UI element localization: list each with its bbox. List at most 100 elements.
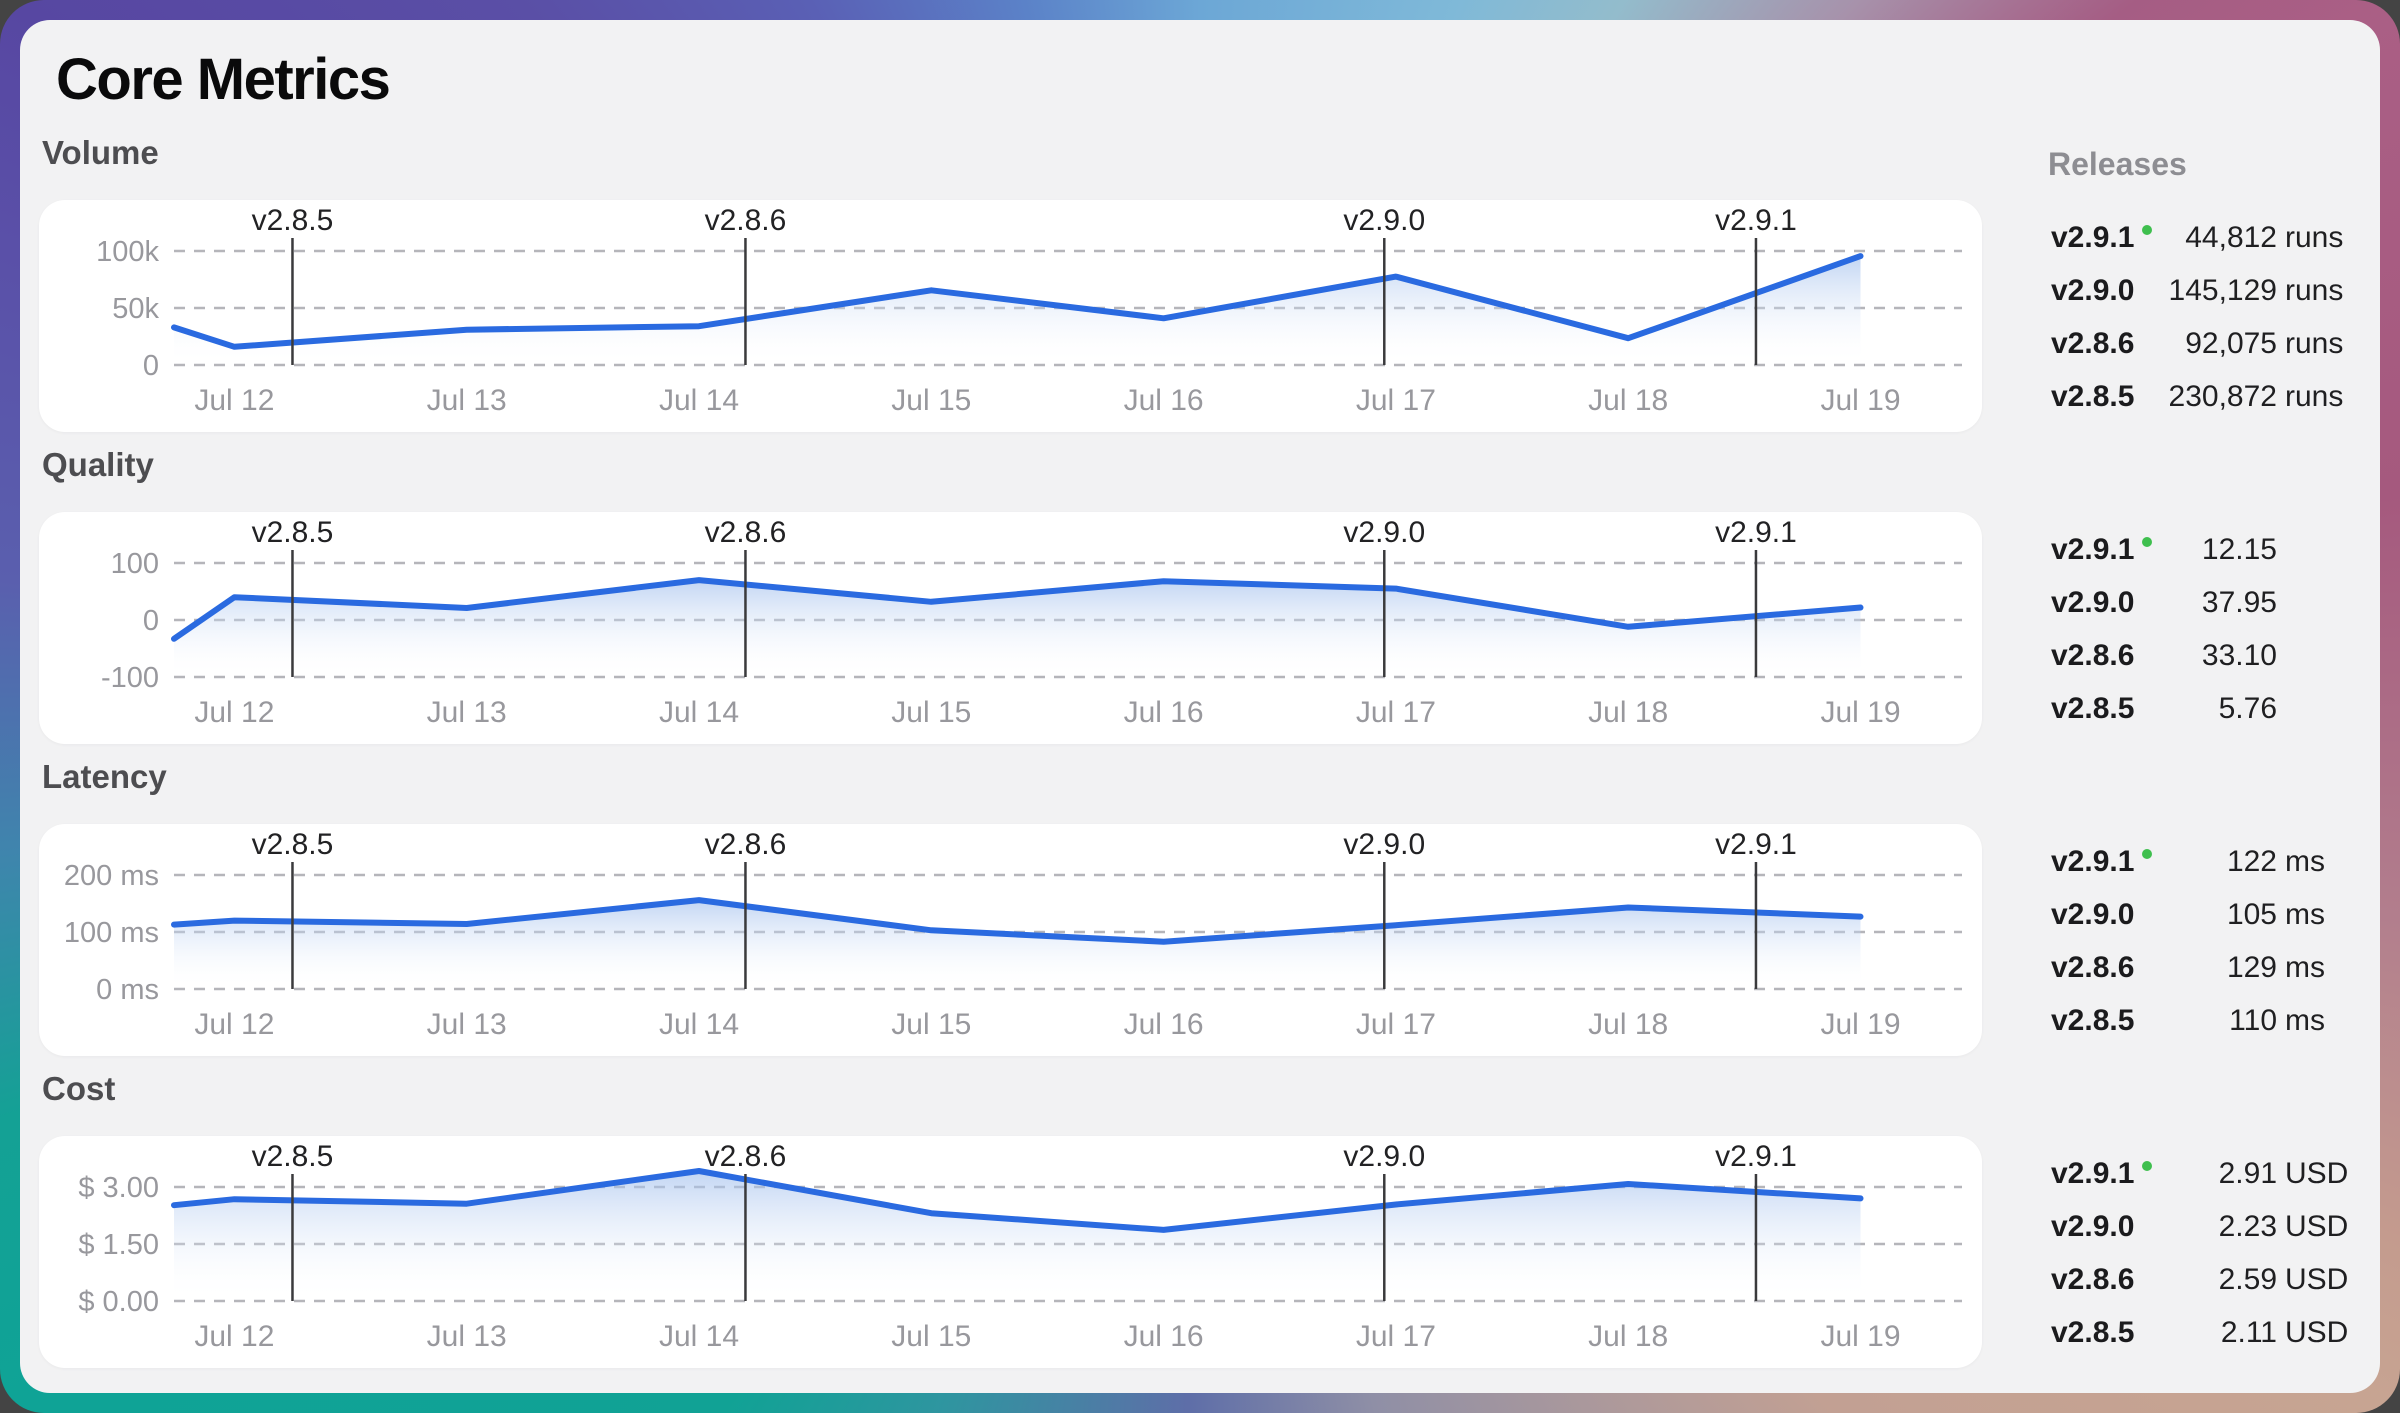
release-row[interactable]: v2.9.1 12.15 bbox=[2035, 533, 2380, 571]
release-version: v2.9.0 bbox=[2051, 898, 2135, 931]
release-value: 145,129 bbox=[2168, 274, 2277, 307]
latency-chart: 0 ms 100 ms 200 ms Jul 12 Jul 13 Jul 14 Jul 15… bbox=[64, 828, 1962, 1041]
release-value: 33.10 bbox=[2201, 639, 2277, 672]
release-value: 122 bbox=[2226, 845, 2277, 878]
release-row[interactable]: v2.8.6 92,075 runs bbox=[2035, 327, 2380, 365]
release-row[interactable]: v2.9.1 2.91 USD bbox=[2035, 1157, 2380, 1195]
release-value: 2.59 bbox=[2218, 1263, 2277, 1296]
release-row[interactable]: v2.9.0 2.23 USD bbox=[2035, 1210, 2380, 1248]
x-axis-tick-label: Jul 15 bbox=[891, 1008, 971, 1041]
release-row[interactable]: v2.8.6 33.10 bbox=[2035, 639, 2380, 677]
y-axis-tick-label: 0 ms bbox=[96, 974, 159, 1006]
quality-chart-card: -100 0 100 Jul 12 Jul 13 Jul 14 Jul 15 Jul 16 Ju… bbox=[39, 512, 1982, 744]
core-metrics-dashboard: Core Metrics Releases Volume 0 50k 100k Jul … bbox=[20, 20, 2380, 1393]
x-axis-tick-label: Jul 12 bbox=[194, 1008, 274, 1041]
release-row[interactable]: v2.9.0 145,129 runs bbox=[2035, 274, 2380, 312]
release-value: 37.95 bbox=[2201, 586, 2277, 619]
release-version: v2.8.6 bbox=[2051, 639, 2135, 672]
y-axis-tick-label: 100 ms bbox=[64, 917, 159, 949]
release-marker-label: v2.8.5 bbox=[252, 516, 334, 549]
release-value: 110 bbox=[2229, 1004, 2277, 1037]
x-axis-tick-label: Jul 13 bbox=[427, 384, 507, 417]
release-value-unit: runs bbox=[2285, 221, 2344, 254]
release-value-unit: runs bbox=[2285, 327, 2344, 360]
release-version: v2.9.1 bbox=[2051, 221, 2153, 255]
release-marker-label: v2.8.6 bbox=[705, 828, 787, 861]
release-row[interactable]: v2.8.5 2.11 USD bbox=[2035, 1316, 2380, 1354]
release-value: 129 bbox=[2226, 951, 2277, 984]
release-marker-label: v2.8.6 bbox=[705, 204, 787, 237]
release-value: 2.91 bbox=[2218, 1157, 2277, 1190]
release-version: v2.9.1 bbox=[2051, 1157, 2153, 1191]
series-area-fill bbox=[174, 1171, 1861, 1301]
release-row[interactable]: v2.8.6 2.59 USD bbox=[2035, 1263, 2380, 1301]
y-axis-tick-label: $ 1.50 bbox=[78, 1229, 159, 1261]
series-line bbox=[171, 253, 1864, 350]
release-value: 105 bbox=[2226, 898, 2277, 931]
x-axis-tick-label: Jul 14 bbox=[659, 384, 739, 417]
series-line bbox=[171, 1168, 1864, 1233]
y-axis-tick-label: $ 3.00 bbox=[78, 1172, 159, 1204]
release-value: 2.11 bbox=[2220, 1316, 2277, 1349]
volume-chart-card: 0 50k 100k Jul 12 Jul 13 Jul 14 Jul 15 Jul 16 Ju… bbox=[39, 200, 1982, 432]
release-value-unit: ms bbox=[2285, 951, 2325, 984]
release-row[interactable]: v2.9.0 37.95 bbox=[2035, 586, 2380, 624]
release-value: 5.76 bbox=[2218, 692, 2277, 725]
latency-chart-card: 0 ms 100 ms 200 ms Jul 12 Jul 13 Jul 14 Jul 15… bbox=[39, 824, 1982, 1056]
release-value: 44,812 bbox=[2185, 221, 2277, 254]
release-version: v2.9.0 bbox=[2051, 274, 2135, 307]
x-axis-tick-label: Jul 12 bbox=[194, 1320, 274, 1353]
series-line bbox=[171, 897, 1864, 945]
current-release-dot-icon bbox=[2142, 537, 2153, 547]
release-version: v2.8.5 bbox=[2051, 380, 2135, 413]
release-marker-label: v2.8.5 bbox=[252, 1140, 334, 1173]
x-axis-tick-label: Jul 16 bbox=[1124, 1008, 1204, 1041]
page-title: Core Metrics bbox=[56, 47, 391, 112]
release-value-unit: runs bbox=[2285, 274, 2344, 307]
release-row[interactable]: v2.8.5 110 ms bbox=[2035, 1004, 2380, 1042]
release-row[interactable]: v2.8.5 5.76 bbox=[2035, 692, 2380, 730]
section-label-latency: Latency bbox=[42, 758, 167, 795]
x-axis-tick-label: Jul 15 bbox=[891, 1320, 971, 1353]
release-row[interactable]: v2.9.1 122 ms bbox=[2035, 845, 2380, 883]
series-area-fill bbox=[174, 900, 1861, 989]
release-value-unit: USD bbox=[2285, 1157, 2349, 1190]
x-axis-tick-label: Jul 12 bbox=[194, 696, 274, 729]
x-axis-tick-label: Jul 15 bbox=[891, 384, 971, 417]
release-version: v2.8.5 bbox=[2051, 1004, 2135, 1037]
release-version: v2.9.1 bbox=[2051, 533, 2153, 567]
x-axis-tick-label: Jul 16 bbox=[1124, 696, 1204, 729]
release-version: v2.8.6 bbox=[2051, 1263, 2135, 1296]
x-axis-tick-label: Jul 19 bbox=[1820, 1008, 1900, 1041]
quality-chart: -100 0 100 Jul 12 Jul 13 Jul 14 Jul 15 Jul 16 Ju… bbox=[101, 516, 1962, 729]
section-label-quality: Quality bbox=[42, 446, 154, 483]
x-axis-tick-label: Jul 18 bbox=[1588, 696, 1668, 729]
x-axis-tick-label: Jul 19 bbox=[1820, 696, 1900, 729]
section-label-cost: Cost bbox=[42, 1070, 116, 1107]
release-value-unit: ms bbox=[2285, 1004, 2325, 1037]
release-value-unit: ms bbox=[2285, 845, 2325, 878]
release-row[interactable]: v2.8.5 230,872 runs bbox=[2035, 380, 2380, 418]
release-row[interactable]: v2.9.1 44,812 runs bbox=[2035, 221, 2380, 259]
release-value: 230,872 bbox=[2168, 380, 2277, 413]
release-version: v2.9.1 bbox=[2051, 845, 2153, 879]
release-value: 2.23 bbox=[2218, 1210, 2277, 1243]
section-label-volume: Volume bbox=[42, 134, 159, 171]
x-axis-tick-label: Jul 19 bbox=[1820, 384, 1900, 417]
release-marker-label: v2.9.0 bbox=[1343, 204, 1425, 237]
x-axis-tick-label: Jul 16 bbox=[1124, 384, 1204, 417]
x-axis-tick-label: Jul 14 bbox=[659, 696, 739, 729]
x-axis-tick-label: Jul 18 bbox=[1588, 1320, 1668, 1353]
y-axis-tick-label: 100 bbox=[111, 548, 159, 580]
y-axis-tick-label: $ 0.00 bbox=[78, 1286, 159, 1318]
release-row[interactable]: v2.9.0 105 ms bbox=[2035, 898, 2380, 936]
x-axis-tick-label: Jul 16 bbox=[1124, 1320, 1204, 1353]
volume-chart: 0 50k 100k Jul 12 Jul 13 Jul 14 Jul 15 Jul 16 Ju… bbox=[96, 204, 1962, 417]
series-area-fill bbox=[174, 256, 1861, 365]
release-marker-label: v2.8.5 bbox=[252, 828, 334, 861]
release-marker-label: v2.9.1 bbox=[1715, 204, 1797, 237]
release-row[interactable]: v2.8.6 129 ms bbox=[2035, 951, 2380, 989]
release-version: v2.8.6 bbox=[2051, 327, 2135, 360]
x-axis-tick-label: Jul 17 bbox=[1356, 696, 1436, 729]
